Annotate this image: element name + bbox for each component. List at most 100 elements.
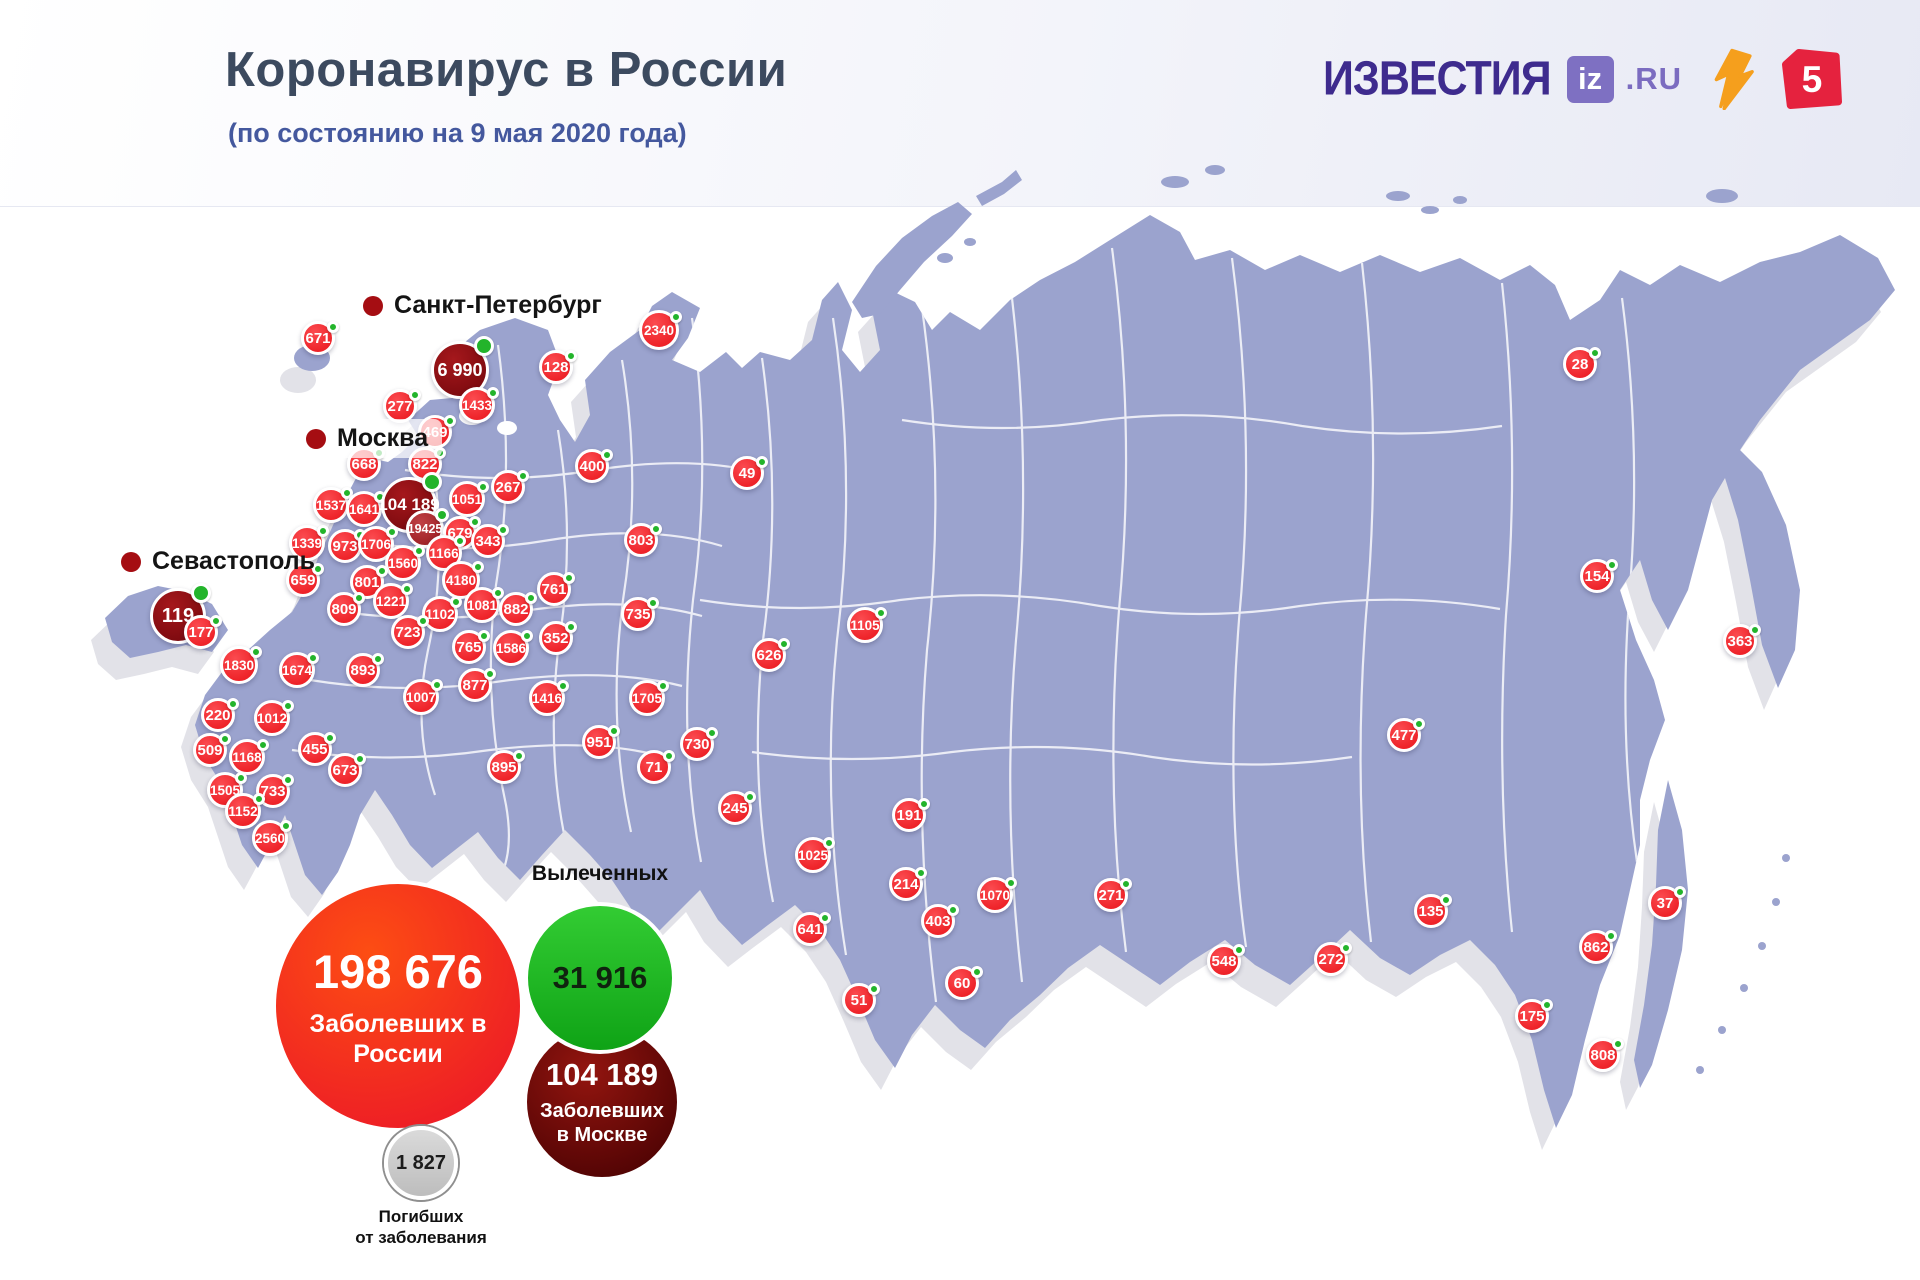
case-count: 37 xyxy=(1656,894,1674,912)
recovered-dot-icon xyxy=(469,515,482,528)
case-count: 400 xyxy=(579,457,605,475)
case-bubble: 626 xyxy=(752,637,791,672)
case-bubble: 71 xyxy=(637,749,676,784)
case-bubble: 1152 xyxy=(225,793,265,829)
recovered-dot-icon xyxy=(650,522,663,535)
izvestia-logo: ИЗВЕСТИЯ xyxy=(1322,51,1552,106)
recovered-dot-icon xyxy=(918,797,931,810)
case-count: 1051 xyxy=(451,491,483,507)
case-count: 882 xyxy=(503,600,529,618)
case-bubble: 191 xyxy=(892,797,931,832)
case-bubble: 1102 xyxy=(422,596,462,632)
recovered-dot-icon xyxy=(219,732,232,745)
case-bubble: 1560 xyxy=(385,545,425,581)
case-bubble: 477 xyxy=(1387,717,1426,752)
case-bubble: 214 xyxy=(889,866,928,901)
header: Коронавирус в России (по состоянию на 9 … xyxy=(0,0,1920,207)
case-count: 220 xyxy=(205,706,231,724)
ren-tv-logo-icon xyxy=(1704,48,1760,110)
recovered-dot-icon xyxy=(327,320,340,333)
case-bubble: 1641 xyxy=(346,491,386,527)
case-count: 271 xyxy=(1098,886,1124,904)
case-count: 1830 xyxy=(223,657,255,673)
case-count: 723 xyxy=(395,623,421,641)
recovered-dot-icon xyxy=(354,752,367,765)
city-name: Севастополь xyxy=(152,547,315,575)
case-count: 951 xyxy=(586,733,612,751)
city-dot-icon xyxy=(306,428,326,449)
recovered-dot-icon xyxy=(819,911,832,924)
city-label-москва: Москва xyxy=(292,419,443,458)
case-count: 1152 xyxy=(228,803,258,819)
case-bubble: 1339 xyxy=(289,525,329,561)
case-bubble: 735 xyxy=(621,596,660,631)
case-count: 1339 xyxy=(291,535,323,551)
case-count: 801 xyxy=(354,573,380,591)
case-bubble: 895 xyxy=(487,749,526,784)
case-count: 1641 xyxy=(348,501,380,517)
recovered-dot-icon xyxy=(249,646,262,659)
case-count: 1221 xyxy=(375,593,407,609)
recovered-dot-icon xyxy=(422,471,443,492)
city-name: Санкт-Петербург xyxy=(394,291,602,319)
recovered-dot-icon xyxy=(971,965,984,978)
case-bubble: 1586 xyxy=(493,630,533,666)
recovered-dot-icon xyxy=(409,388,422,401)
recovered-dot-icon xyxy=(563,571,576,584)
recovered-dot-icon xyxy=(491,587,504,600)
deaths-value: 1 827 xyxy=(395,1151,447,1174)
case-count: 626 xyxy=(756,646,782,664)
recovered-dot-icon xyxy=(430,679,443,692)
case-count: 352 xyxy=(543,629,569,647)
case-count: 60 xyxy=(953,974,971,992)
recovered-dot-icon xyxy=(874,607,887,620)
case-count: 671 xyxy=(305,329,331,347)
case-bubble: 1105 xyxy=(847,607,887,643)
recovered-dot-icon xyxy=(756,455,769,468)
case-bubble: 2560 xyxy=(252,820,292,856)
recovered-dot-icon xyxy=(210,614,223,627)
case-bubble: 509 xyxy=(193,732,232,767)
case-count: 51 xyxy=(850,991,868,1009)
case-count: 761 xyxy=(541,580,567,598)
case-count: 135 xyxy=(1418,902,1444,920)
case-bubble: 1007 xyxy=(403,679,443,715)
case-bubble: 1166 xyxy=(426,535,466,571)
case-count: 119 xyxy=(161,604,195,627)
moscow-infected-circle: 104 189 Заболевших в Москве xyxy=(523,1023,681,1181)
case-bubble: 1070 xyxy=(977,877,1017,913)
case-bubble: 641 xyxy=(793,911,832,946)
case-count: 765 xyxy=(456,638,482,656)
case-bubble: 4180 xyxy=(442,561,484,599)
case-bubble: 245 xyxy=(718,790,757,825)
recovered-dot-icon xyxy=(520,630,533,643)
recovered-dot-icon xyxy=(947,903,960,916)
case-count: 973 xyxy=(332,537,358,555)
case-bubble: 1012 xyxy=(254,700,294,736)
case-bubble: 733 xyxy=(256,773,295,808)
case-bubble: 862 xyxy=(1579,929,1618,964)
recovered-dot-icon xyxy=(252,793,265,806)
case-count: 808 xyxy=(1590,1046,1616,1064)
case-bubble: 1051 xyxy=(449,481,489,517)
case-count: 735 xyxy=(625,605,651,623)
case-bubble: 723 xyxy=(391,614,430,649)
case-count: 1560 xyxy=(387,555,419,571)
case-count: 71 xyxy=(645,758,663,776)
case-bubble: 49 xyxy=(730,455,769,490)
case-bubble: 765 xyxy=(452,629,491,664)
recovered-dot-icon xyxy=(191,582,212,603)
recovered-dot-icon xyxy=(478,629,491,642)
case-bubble: 671 xyxy=(301,320,340,355)
case-bubble: 119 xyxy=(150,582,212,644)
case-count: 104 189 xyxy=(378,495,440,514)
case-count: 1505 xyxy=(209,782,241,798)
case-bubble: 1830 xyxy=(220,646,262,684)
case-count: 1070 xyxy=(979,887,1011,903)
deaths-label: Погибших от заболевания xyxy=(355,1207,487,1247)
recovered-dot-icon xyxy=(915,866,928,879)
recovered-dot-icon xyxy=(556,680,569,693)
case-count: 49 xyxy=(738,464,756,482)
recovered-dot-icon xyxy=(1749,623,1762,636)
